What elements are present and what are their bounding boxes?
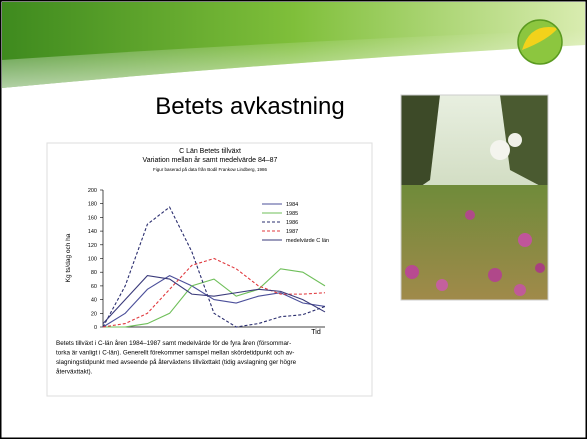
- legend-label: 1986: [286, 220, 298, 226]
- x-axis-label: Tid: [311, 329, 321, 336]
- caption-line: Betets tillväxt i C-län åren 1984–1987 s…: [56, 339, 291, 347]
- y-tick-label: 200: [88, 188, 97, 194]
- chart-subtitle: Variation mellan år samt medelvärde 84–8…: [143, 156, 278, 164]
- caption-line: slagningstidpunkt med avseende på återvä…: [56, 358, 297, 366]
- caption-line: torka är vanligt i C-län). Generellt för…: [56, 350, 294, 357]
- y-tick-label: 160: [88, 215, 97, 221]
- y-tick-label: 20: [91, 311, 97, 317]
- slide-title: Betets avkastning: [155, 93, 344, 120]
- y-tick-label: 60: [91, 284, 97, 290]
- y-axis-label: Kg ts/dag och ha: [65, 233, 72, 282]
- legend-label: 1985: [286, 211, 298, 217]
- slide: Betets avkastning C Län Betets tillväxt …: [0, 0, 587, 439]
- chart-note: Figur baserad på data från Bodil Frankow…: [153, 166, 268, 172]
- y-tick-label: 100: [88, 257, 97, 263]
- legend-label: 1987: [286, 229, 298, 235]
- y-tick-label: 120: [88, 243, 97, 249]
- legend-label: 1984: [286, 202, 298, 208]
- y-tick-label: 0: [94, 325, 97, 331]
- y-tick-label: 140: [88, 229, 97, 235]
- caption-line: återväxttakt).: [56, 368, 93, 376]
- chart-title: C Län Betets tillväxt: [179, 148, 241, 155]
- y-tick-label: 40: [91, 298, 97, 304]
- legend-label: medelvärde C län: [286, 238, 329, 244]
- y-tick-label: 80: [91, 270, 97, 276]
- logo: [518, 20, 562, 64]
- y-tick-label: 180: [88, 202, 97, 208]
- photo: [401, 95, 548, 300]
